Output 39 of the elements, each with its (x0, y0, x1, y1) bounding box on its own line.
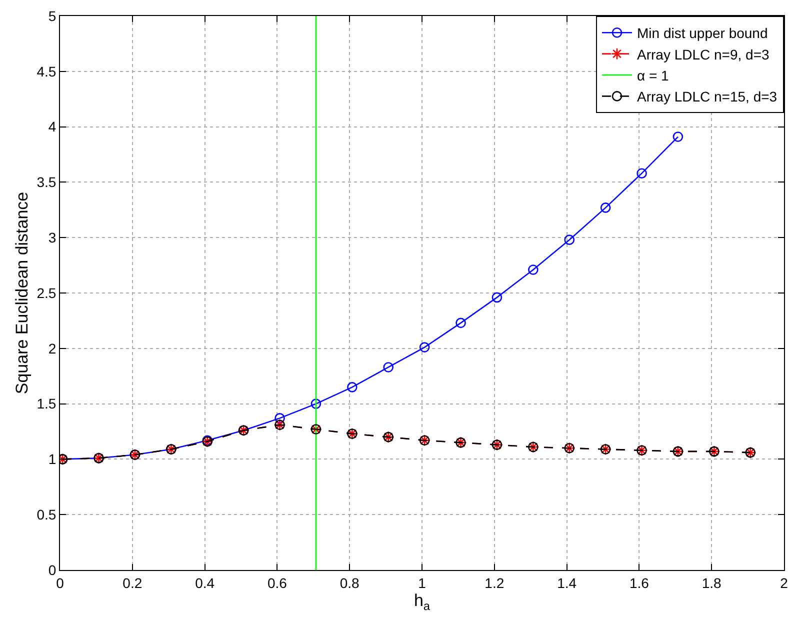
x-tick-label: 0.2 (122, 574, 142, 591)
y-tick-label: 4.5 (36, 63, 56, 80)
point (383, 362, 394, 372)
point (347, 382, 358, 392)
y-tick-label: 4 (48, 118, 56, 135)
point (456, 318, 466, 328)
y-tick-label: 2 (48, 340, 56, 356)
y-axis-title: Square Euclidean distance (12, 192, 32, 394)
y-tick-label: 2.5 (36, 284, 56, 301)
y-tick-label: 1.5 (36, 396, 56, 412)
y-tick-label: 3 (48, 230, 56, 246)
point (564, 234, 575, 245)
legend-label: Array LDLC n=9, d=3 (637, 46, 770, 62)
x-tick-label: 1.4 (557, 574, 577, 591)
legend-label: Array LDLC n=15, d=3 (637, 88, 778, 105)
point (274, 413, 285, 424)
x-tick-label: 1.6 (629, 574, 650, 591)
x-tick-label: 0.6 (267, 574, 288, 591)
x-tick-label: 1 (418, 574, 426, 591)
point (636, 168, 647, 178)
legend-label: α = 1 (637, 67, 670, 84)
x-tick-label: 1.2 (484, 574, 504, 591)
point (492, 292, 502, 303)
x-tick-label: 0.4 (195, 574, 215, 591)
x-axis-title: h$_{a}$ (414, 591, 430, 613)
point (528, 264, 538, 275)
y-tick-label: 1 (48, 451, 56, 468)
point (419, 342, 430, 352)
point (600, 202, 611, 213)
y-tick-label: 0 (48, 562, 56, 578)
y-tick-label: 5 (48, 8, 56, 24)
point (310, 398, 322, 409)
y-tick-label: 3.5 (36, 174, 56, 190)
x-tick-label: 2 (780, 574, 788, 591)
point (672, 132, 684, 142)
x-tick-label: 0.8 (340, 574, 360, 591)
legend-label: Min dist upper bound (637, 25, 768, 42)
x-tick-label: 1.8 (702, 574, 722, 591)
y-tick-label: 0.5 (36, 506, 56, 522)
